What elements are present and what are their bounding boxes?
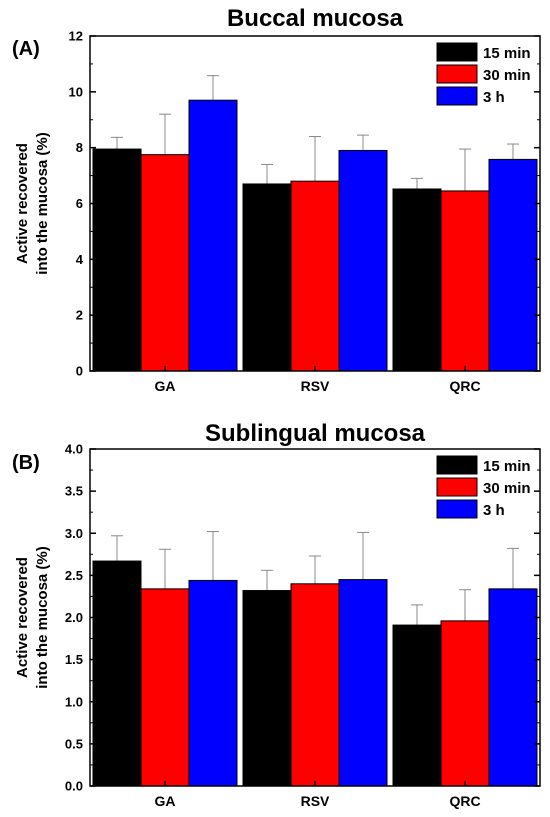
bar-group [488,547,538,787]
y-tick-label: 0.5 [65,736,83,751]
bar-15-min-QRC [392,624,442,787]
bar-group [188,531,238,787]
bar-group [140,113,190,372]
legend-swatch [436,86,478,106]
bar-group [92,136,142,372]
y-tick-label: 4.0 [65,442,83,457]
bar-30-min-RSV [290,583,340,787]
y-tick-label: 2.5 [65,568,83,583]
panel-label: (B) [12,452,40,474]
legend-label: 3 h [483,502,505,519]
y-tick-label: 2.0 [65,610,83,625]
y-tick-label: 6 [76,196,83,211]
bar-group [290,136,340,372]
bar-15-min-RSV [242,183,292,372]
chart-panel-0: Buccal mucosa (A) Active recovered into the… [12,5,541,394]
legend: 15 min 30 min 3 h [436,42,531,106]
y-tick-label: 4 [76,252,84,267]
x-tick-label: QRC [449,378,480,394]
bar-30-min-QRC [440,190,490,372]
legend-label: 15 min [483,458,531,475]
bar-group [338,134,388,372]
y-axis-label-line2: into the mucosa (%) [34,132,51,275]
bar-3-h-QRC [488,588,538,787]
chart-panel-1: Sublingual mucosa (B) Active recovered into… [12,420,541,809]
bar-group [290,555,340,787]
legend-label: 30 min [483,67,531,84]
bar-3-h-QRC [488,158,538,372]
chart-title: Buccal mucosa [227,5,404,32]
legend-label: 15 min [483,45,531,62]
y-axis-label-line2: into the mucosa (%) [34,546,51,689]
legend-swatch [436,42,478,62]
y-axis-label-line1: Active recovered [14,557,31,678]
y-tick-label: 1.0 [65,694,83,709]
legend-swatch [436,499,478,519]
bar-group [140,548,190,787]
bar-15-min-GA [92,560,142,787]
y-tick-label: 0.0 [65,779,83,794]
plot-frame [89,448,541,787]
y-tick-label: 10 [69,84,83,99]
x-tick-label: RSV [301,793,330,809]
y-tick-label: 0 [76,364,83,379]
bar-group [440,148,490,372]
y-tick-label: 1.5 [65,652,83,667]
bar-3-h-RSV [338,149,388,372]
bar-group [338,531,388,787]
y-tick-label: 3.5 [65,484,83,499]
y-tick-label: 12 [69,29,83,44]
y-axis-label-line1: Active recovered [14,143,31,264]
bar-group [92,535,142,787]
bar-group [242,569,292,787]
legend-swatch [436,455,478,475]
legend-swatch [436,477,478,497]
bar-group [440,589,490,787]
plot-frame [89,35,541,372]
bar-15-min-GA [92,148,142,372]
bar-group [188,75,238,372]
bar-group [392,604,442,787]
y-tick-label: 8 [76,140,83,155]
bar-group [242,163,292,372]
y-tick-label: 2 [76,308,83,323]
legend: 15 min 30 min 3 h [436,455,531,519]
bar-30-min-RSV [290,180,340,372]
x-tick-label: GA [155,378,176,394]
bar-group [392,177,442,372]
bar-15-min-RSV [242,590,292,787]
legend-label: 3 h [483,89,505,106]
x-tick-label: RSV [301,378,330,394]
x-tick-label: QRC [449,793,480,809]
bar-3-h-RSV [338,579,388,787]
bar-15-min-QRC [392,188,442,372]
bar-3-h-GA [188,579,238,787]
bar-30-min-QRC [440,620,490,787]
y-tick-label: 3.0 [65,526,83,541]
bar-30-min-GA [140,588,190,787]
bar-group [488,143,538,372]
legend-label: 30 min [483,480,531,497]
bar-30-min-GA [140,154,190,372]
legend-swatch [436,64,478,84]
bar-3-h-GA [188,99,238,372]
x-tick-label: GA [155,793,176,809]
panel-label: (A) [12,38,40,60]
chart-title: Sublingual mucosa [205,420,426,447]
